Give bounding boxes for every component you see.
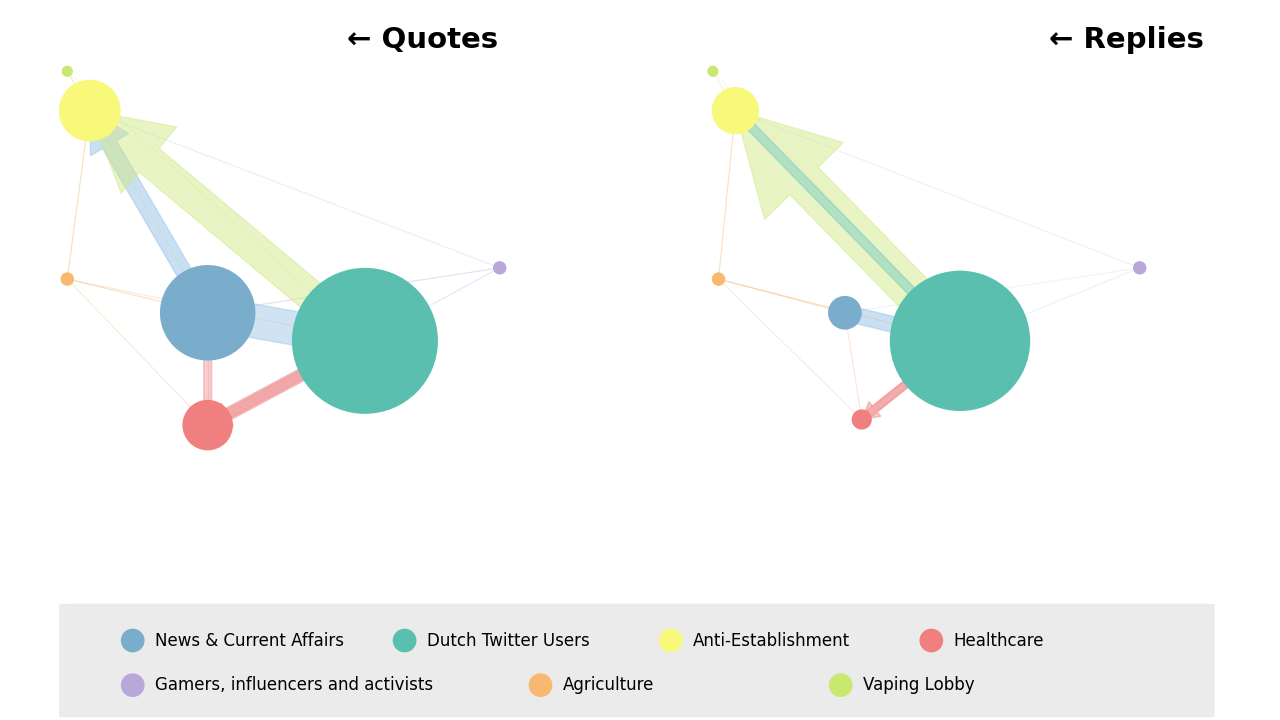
FancyArrow shape (861, 338, 963, 420)
Text: Anti-Establishment: Anti-Establishment (694, 631, 850, 649)
Circle shape (60, 272, 74, 286)
Circle shape (183, 400, 233, 451)
Circle shape (708, 66, 718, 77)
FancyArrow shape (844, 305, 960, 353)
Text: Vaping Lobby: Vaping Lobby (863, 676, 975, 694)
FancyArrow shape (205, 284, 365, 377)
Text: ← Quotes: ← Quotes (347, 26, 498, 53)
FancyBboxPatch shape (59, 603, 1215, 718)
Circle shape (61, 66, 73, 77)
Text: Healthcare: Healthcare (954, 631, 1044, 649)
Ellipse shape (829, 674, 852, 696)
Ellipse shape (393, 629, 416, 652)
Circle shape (712, 272, 726, 286)
FancyArrow shape (207, 337, 367, 426)
FancyArrow shape (732, 107, 960, 341)
Text: News & Current Affairs: News & Current Affairs (155, 631, 344, 649)
FancyArrow shape (205, 340, 365, 431)
Text: ← Replies: ← Replies (1050, 26, 1203, 53)
Circle shape (59, 80, 120, 141)
Ellipse shape (530, 674, 552, 696)
Circle shape (160, 265, 256, 361)
Circle shape (712, 87, 759, 134)
Circle shape (493, 261, 507, 274)
Circle shape (292, 268, 438, 414)
Text: Dutch Twitter Users: Dutch Twitter Users (428, 631, 590, 649)
FancyArrow shape (197, 312, 219, 425)
Ellipse shape (920, 629, 942, 652)
Ellipse shape (122, 629, 143, 652)
Ellipse shape (659, 629, 682, 652)
Circle shape (828, 296, 861, 330)
Ellipse shape (122, 674, 143, 696)
Circle shape (851, 410, 872, 430)
Circle shape (890, 271, 1030, 411)
FancyArrow shape (90, 111, 375, 353)
FancyArrow shape (735, 111, 974, 354)
FancyArrow shape (90, 111, 215, 317)
Text: Gamers, influencers and activists: Gamers, influencers and activists (155, 676, 434, 694)
FancyArrow shape (859, 341, 960, 423)
Text: Agriculture: Agriculture (563, 676, 654, 694)
Circle shape (1133, 261, 1147, 274)
